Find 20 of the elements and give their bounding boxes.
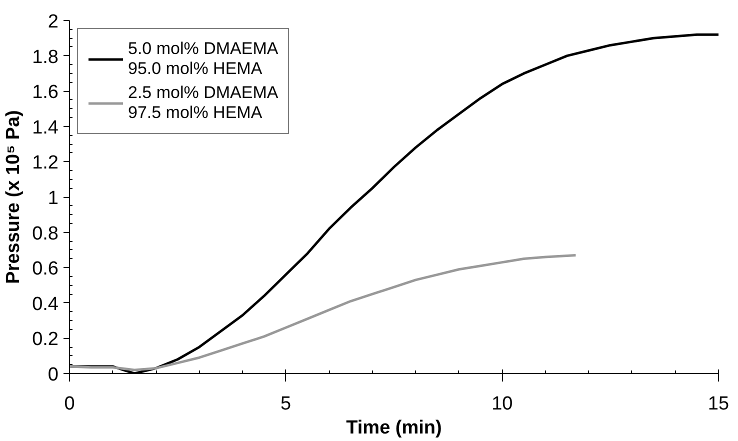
x-tick-label: 0 bbox=[64, 394, 75, 414]
y-tick-label: 0 bbox=[48, 364, 59, 386]
legend-label: 2.5 mol% DMAEMA 97.5 mol% HEMA bbox=[128, 83, 278, 123]
y-tick-label: 1.2 bbox=[32, 152, 59, 174]
y-tick-label: 1 bbox=[48, 188, 59, 209]
legend-label: 5.0 mol% DMAEMA 95.0 mol% HEMA bbox=[128, 39, 278, 79]
y-tick-label: 1.6 bbox=[32, 82, 59, 104]
x-tick-label: 15 bbox=[708, 394, 730, 414]
y-tick-label: 0.8 bbox=[32, 223, 59, 244]
y-tick-label: 0.2 bbox=[32, 329, 59, 350]
x-axis-title: Time (min) bbox=[346, 418, 442, 438]
y-axis-title: Pressure (x 10⁵ Pa) bbox=[3, 110, 24, 284]
y-tick-label: 1.8 bbox=[32, 46, 59, 68]
line-series bbox=[70, 254, 577, 372]
y-tick-label: 0.6 bbox=[32, 258, 59, 280]
x-tick-label: 10 bbox=[492, 394, 513, 414]
x-tick-label: 5 bbox=[280, 394, 292, 414]
y-tick-label: 0.4 bbox=[32, 294, 59, 315]
y-tick-label: 2 bbox=[48, 12, 59, 32]
y-tick-label: 1.4 bbox=[32, 117, 59, 138]
